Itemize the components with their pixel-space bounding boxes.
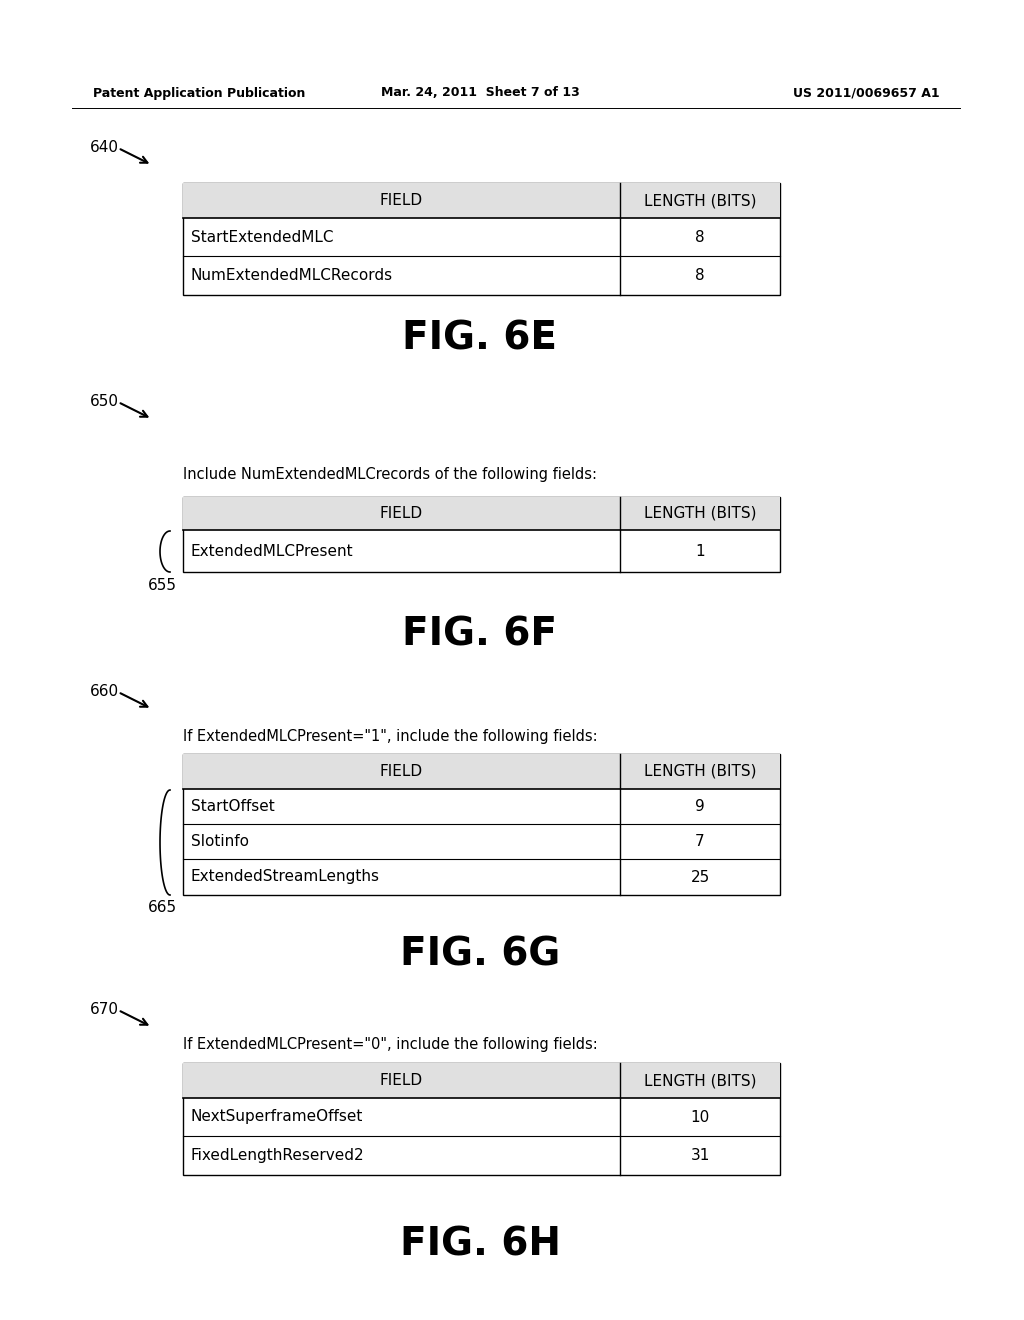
Text: FixedLengthReserved2: FixedLengthReserved2 [191,1148,365,1163]
Bar [183,498,780,572]
Text: LENGTH (BITS): LENGTH (BITS) [644,506,757,521]
Text: 10: 10 [690,1110,710,1125]
Text: LENGTH (BITS): LENGTH (BITS) [644,764,757,779]
Text: NumExtendedMLCRecords: NumExtendedMLCRecords [191,268,393,282]
Text: FIG. 6G: FIG. 6G [400,936,560,974]
Text: Slotinfo: Slotinfo [191,834,249,849]
Text: StartOffset: StartOffset [191,799,274,814]
Text: 640: 640 [90,140,119,156]
Bar [183,183,780,218]
Text: 655: 655 [148,578,177,593]
Text: ExtendedStreamLengths: ExtendedStreamLengths [191,870,380,884]
Text: 665: 665 [148,900,177,915]
Bar [183,498,780,531]
Bar [183,1063,780,1175]
Text: StartExtendedMLC: StartExtendedMLC [191,230,334,244]
Text: LENGTH (BITS): LENGTH (BITS) [644,1073,757,1088]
Text: NextSuperframeOffset: NextSuperframeOffset [191,1110,364,1125]
Text: FIG. 6E: FIG. 6E [402,319,557,356]
Text: FIG. 6H: FIG. 6H [399,1226,560,1265]
Text: 670: 670 [90,1002,119,1018]
Text: 9: 9 [695,799,705,814]
Text: US 2011/0069657 A1: US 2011/0069657 A1 [794,87,940,99]
Text: If ExtendedMLCPresent="1", include the following fields:: If ExtendedMLCPresent="1", include the f… [183,729,598,743]
Text: 7: 7 [695,834,705,849]
Text: ExtendedMLCPresent: ExtendedMLCPresent [191,544,353,558]
Text: Patent Application Publication: Patent Application Publication [93,87,305,99]
Text: FIELD: FIELD [380,193,423,209]
Text: 25: 25 [690,870,710,884]
Bar [183,183,780,294]
Text: 31: 31 [690,1148,710,1163]
Text: FIG. 6F: FIG. 6F [402,616,557,653]
Text: 8: 8 [695,230,705,244]
Bar [183,1063,780,1098]
Text: Include NumExtendedMLCrecords of the following fields:: Include NumExtendedMLCrecords of the fol… [183,467,597,483]
Text: 8: 8 [695,268,705,282]
Text: If ExtendedMLCPresent="0", include the following fields:: If ExtendedMLCPresent="0", include the f… [183,1038,598,1052]
Text: Mar. 24, 2011  Sheet 7 of 13: Mar. 24, 2011 Sheet 7 of 13 [381,87,580,99]
Text: LENGTH (BITS): LENGTH (BITS) [644,193,757,209]
Text: 1: 1 [695,544,705,558]
Text: FIELD: FIELD [380,764,423,779]
Text: FIELD: FIELD [380,1073,423,1088]
Bar [183,754,780,789]
Text: 650: 650 [90,395,119,409]
Text: FIELD: FIELD [380,506,423,521]
Text: 660: 660 [90,685,119,700]
Bar [183,754,780,895]
